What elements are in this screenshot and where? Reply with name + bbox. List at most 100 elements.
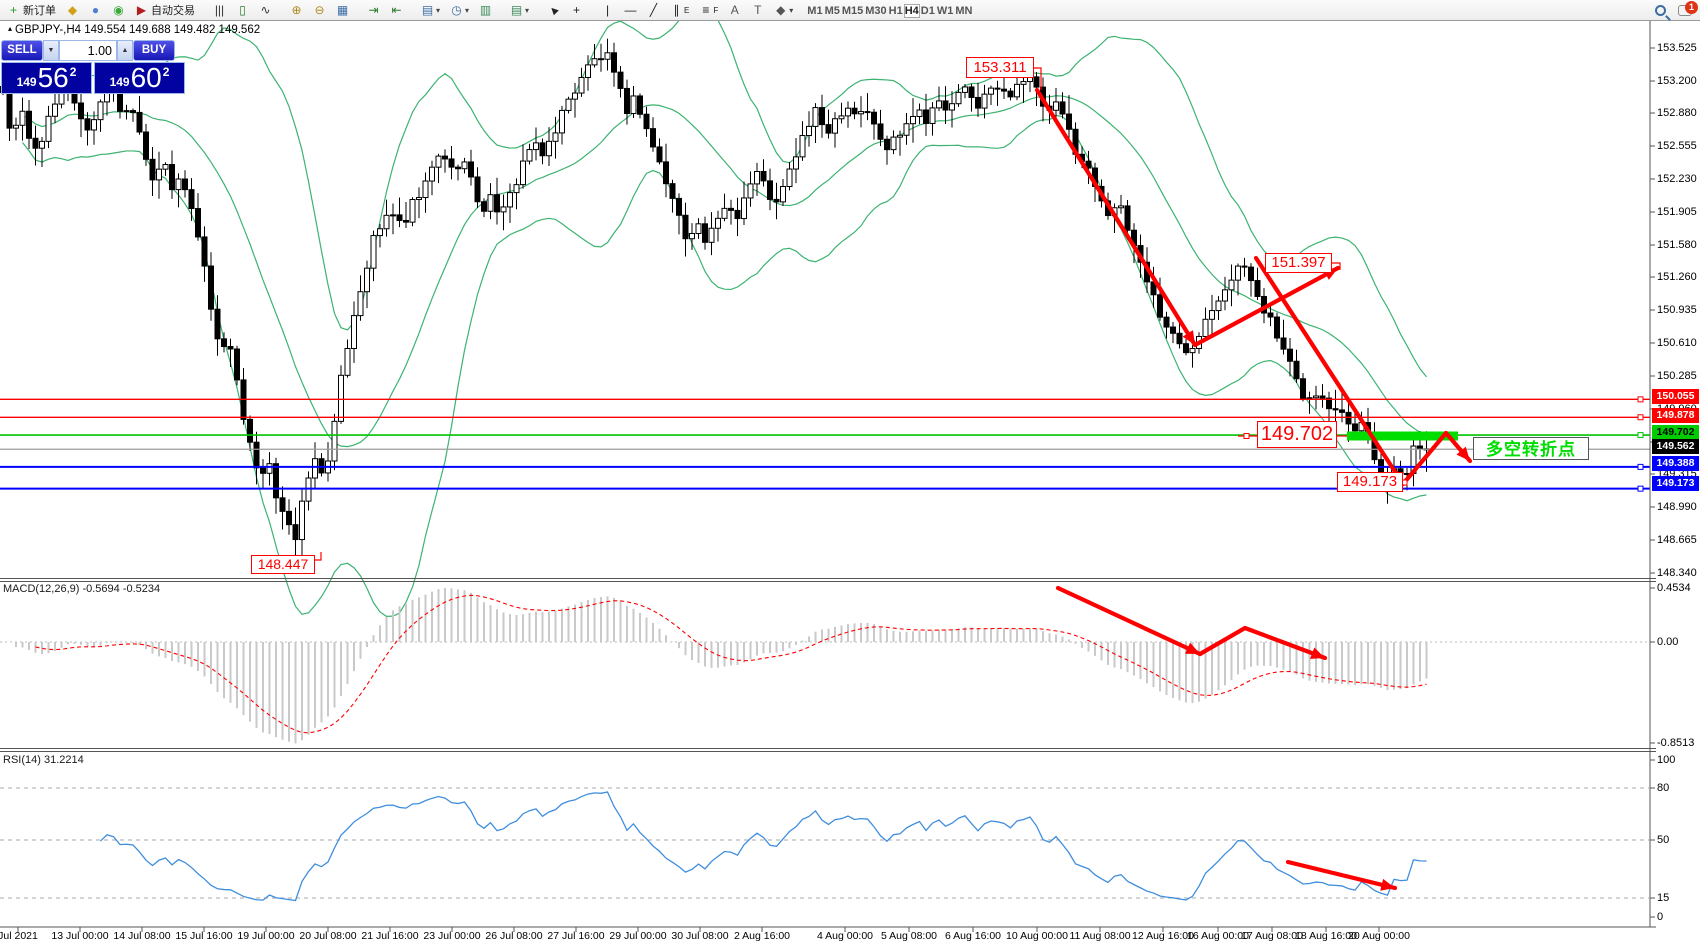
price-annotation[interactable]: 149.702 [1257,421,1337,448]
macd-trend-arrow-arrowhead[interactable] [1185,642,1200,654]
macd-trend-arrow[interactable] [1242,625,1328,661]
candle-body [630,95,637,114]
new-chart-button[interactable]: ▤ ▾ [416,1,445,19]
candle-body [591,58,598,66]
candle-body [1215,300,1222,312]
candle-body [1163,316,1170,328]
zoom-in-button[interactable]: ⊕ [285,1,308,19]
level-line-handle[interactable] [1637,414,1644,421]
trend-arrow[interactable] [1192,265,1341,348]
annotation-handle[interactable] [1243,433,1250,439]
candle-body [1033,76,1040,88]
channel-button[interactable]: ∥ E [665,1,694,19]
candle-body [331,420,338,462]
bar-chart-button[interactable]: ||| [208,1,231,19]
sell-button[interactable]: SELL [1,40,43,61]
price-axis-label: 151.580 [1657,238,1697,251]
price-annotation[interactable]: 151.397 [1265,253,1332,273]
level-line-handle[interactable] [1637,463,1644,470]
auto-scroll-button[interactable]: ⇥ [362,1,385,19]
candle-body [637,95,643,115]
profiles-button[interactable]: ◷ ▾ [445,1,474,19]
line-chart-button[interactable]: ∿ [254,1,277,19]
level-line-handle[interactable] [1637,396,1644,403]
buy-button[interactable]: BUY [133,40,175,61]
tile-windows-button[interactable]: ▦ [331,1,354,19]
chat-icon[interactable]: 1 [1678,0,1698,16]
price-annotation[interactable]: 153.311 [966,57,1034,78]
candle-body [851,107,858,115]
timeframe-m30-button[interactable]: M30 [865,4,887,17]
candle-body [689,233,695,240]
macd-trend-arrow[interactable] [1197,625,1248,657]
green-turning-zone-bar[interactable] [1347,431,1458,441]
candle-body [1254,280,1261,297]
trend-arrow-arrowhead[interactable] [1456,446,1470,461]
price-annotation[interactable]: 148.447 [251,555,315,574]
trend-arrow[interactable] [1253,255,1406,487]
macd-trend-arrow-arrowhead[interactable] [1310,647,1325,659]
candle-body [1001,88,1007,92]
crosshair-button[interactable]: + [565,1,588,19]
profile-button[interactable]: ● [84,1,107,19]
text-button[interactable]: A [723,1,746,19]
candle-body [312,458,318,479]
candle-body [344,348,351,376]
buy-price-display[interactable]: 149 60 2 [94,62,185,94]
lot-decrease-button[interactable]: ▼ [43,40,59,61]
rsi-trend-arrow-arrowhead[interactable] [1380,878,1395,891]
indicators-button[interactable]: ▥ [474,1,497,19]
fibonacci-button[interactable]: ≡ F [694,1,723,19]
journal-button[interactable]: ◆ [61,1,84,19]
bull-bear-turning-point-callout[interactable]: 多空转折点 [1473,437,1589,460]
vline-button[interactable]: | [596,1,619,19]
timeframe-m15-button[interactable]: M15 [841,4,864,17]
rsi-trend-arrow[interactable] [1285,859,1398,891]
macd-trend-arrow[interactable] [1055,585,1203,657]
new-order-button[interactable]: + 新订单 [2,1,61,19]
cursor-button[interactable]: ▲ [542,1,565,19]
price-axis-label: 148.665 [1657,533,1697,546]
timeframe-m1-button[interactable]: M1 [807,4,823,17]
candle-body [916,109,923,117]
timeframe-h4-button[interactable]: H4 [903,3,920,18]
time-axis-label: 18 Aug 16:00 [1295,930,1357,942]
trend-arrow[interactable] [1034,87,1198,348]
candle-body [1287,348,1293,362]
candle-body [663,161,669,185]
sell-price-display[interactable]: 149 56 2 [1,62,92,94]
candle-body [877,123,884,140]
candle-body [318,458,325,474]
lot-size-input[interactable] [59,40,117,61]
autotrading-button[interactable]: ▶ 自动交易 [130,1,200,19]
timeframe-w1-button[interactable]: W1 [936,4,954,17]
timeframe-h1-button[interactable]: H1 [888,4,903,17]
candle-body [227,346,234,350]
trend-arrow[interactable] [1400,430,1449,487]
timeframe-d1-button[interactable]: D1 [920,4,935,17]
price-annotation[interactable]: 149.173 [1337,472,1403,492]
candle-body [156,168,162,181]
level-line-handle[interactable] [1637,432,1644,439]
candle-body [214,308,221,340]
hline-button[interactable]: — [619,1,642,19]
chart-shift-button[interactable]: ⇤ [385,1,408,19]
candlestick-button[interactable]: ▯ [231,1,254,19]
rsi-axis-label: 100 [1657,753,1676,766]
candle-body [494,194,500,213]
candle-body [1274,316,1280,339]
shapes-button[interactable]: ◆ ▾ [769,1,798,19]
timeframe-mn-button[interactable]: MN [955,4,973,17]
trendline-button[interactable]: ╱ [642,1,665,19]
trend-arrow-arrowhead[interactable] [1182,330,1195,345]
level-line-handle[interactable] [1637,485,1644,492]
zoom-out-button[interactable]: ⊖ [308,1,331,19]
label-button[interactable]: T [746,1,769,19]
search-icon[interactable] [1655,4,1666,16]
candle-body [1417,445,1423,450]
lot-increase-button[interactable]: ▲ [117,40,133,61]
annotation-pointer [315,552,322,561]
templates-button[interactable]: ▤ ▾ [505,1,534,19]
timeframe-m5-button[interactable]: M5 [824,4,840,17]
signals-button[interactable]: ◉ [107,1,130,19]
